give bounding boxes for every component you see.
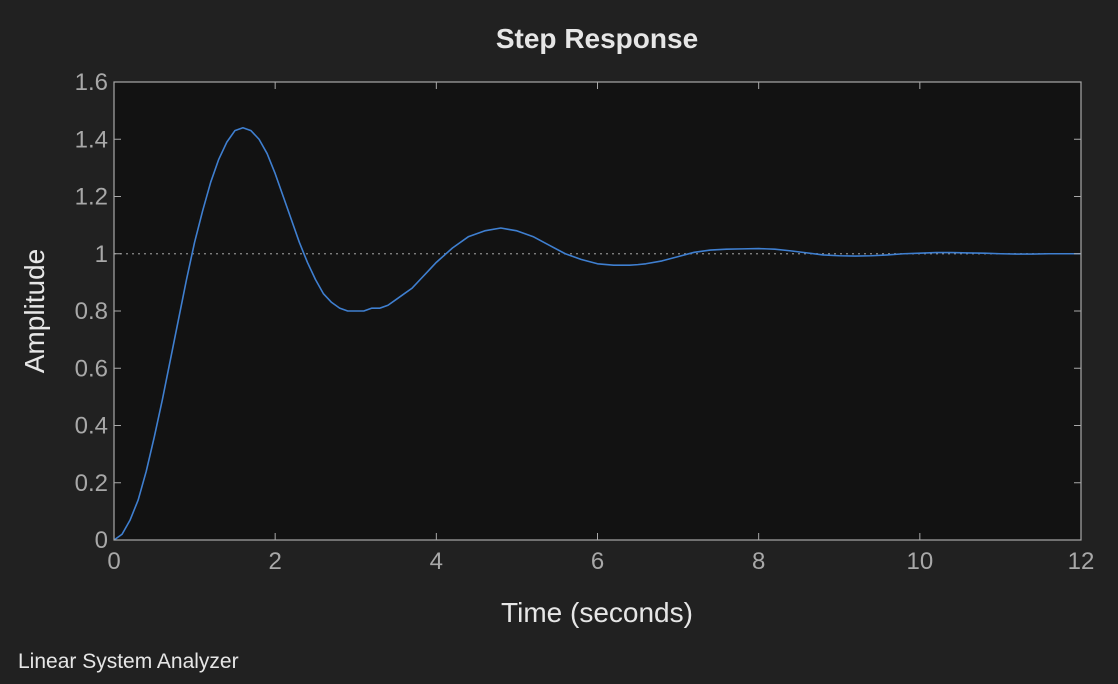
y-axis-label: Amplitude — [19, 249, 50, 374]
x-tick-label: 6 — [591, 548, 604, 575]
y-tick-label: 0.4 — [75, 413, 108, 440]
x-tick-label: 0 — [107, 548, 120, 575]
x-tick-label: 10 — [906, 548, 933, 575]
chart-title: Step Response — [496, 23, 698, 54]
plot-area — [114, 82, 1081, 540]
app-footer-label: Linear System Analyzer — [18, 650, 239, 673]
y-tick-label: 0 — [95, 527, 108, 554]
step-response-series-line — [113, 127, 1081, 541]
y-tick-label: 1 — [95, 241, 108, 268]
y-tick-label: 0.2 — [75, 470, 108, 497]
y-tick-label: 0.8 — [75, 298, 108, 325]
x-tick-label: 8 — [752, 548, 765, 575]
y-tick-label: 1.2 — [75, 184, 108, 211]
x-tick-label: 2 — [268, 548, 281, 575]
y-tick-label: 0.6 — [75, 355, 108, 382]
x-tick-label: 12 — [1068, 548, 1095, 575]
x-axis-label: Time (seconds) — [501, 597, 693, 628]
x-tick-label: 4 — [430, 548, 443, 575]
y-tick-label: 1.6 — [75, 69, 108, 96]
y-tick-label: 1.4 — [75, 126, 108, 153]
